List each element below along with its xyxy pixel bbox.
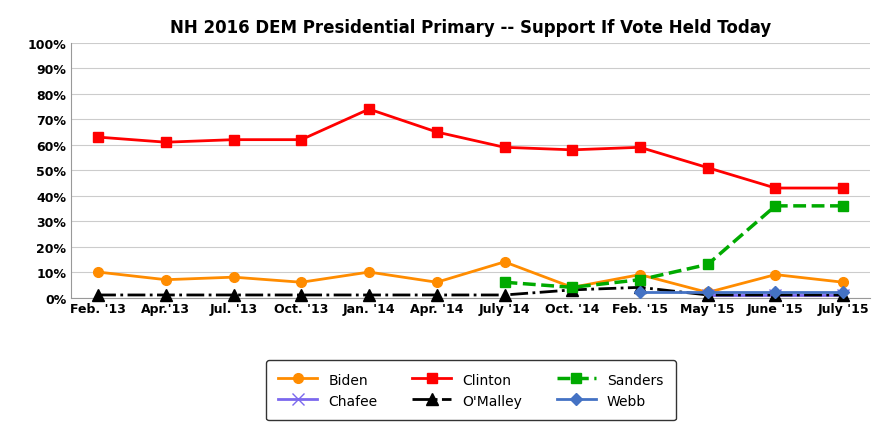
Webb bbox=[770, 290, 781, 295]
Biden bbox=[364, 270, 375, 275]
Biden bbox=[161, 277, 171, 283]
Sanders bbox=[837, 204, 848, 209]
Line: Chafee: Chafee bbox=[702, 290, 849, 301]
Clinton bbox=[499, 145, 510, 151]
Sanders bbox=[499, 280, 510, 285]
Clinton bbox=[364, 107, 375, 113]
Clinton bbox=[432, 130, 442, 135]
O'Malley bbox=[364, 293, 375, 298]
Line: Webb: Webb bbox=[636, 289, 847, 297]
O'Malley bbox=[228, 293, 239, 298]
Clinton bbox=[228, 138, 239, 143]
O'Malley bbox=[567, 288, 577, 293]
Biden bbox=[770, 272, 781, 278]
O'Malley bbox=[296, 293, 306, 298]
Line: Sanders: Sanders bbox=[500, 201, 848, 293]
Legend: Biden, Chafee, Clinton, O'Malley, Sanders, Webb: Biden, Chafee, Clinton, O'Malley, Sander… bbox=[266, 360, 676, 420]
Line: O'Malley: O'Malley bbox=[92, 282, 849, 301]
Clinton bbox=[702, 166, 713, 171]
Biden bbox=[499, 260, 510, 265]
Clinton bbox=[161, 140, 171, 145]
O'Malley bbox=[432, 293, 442, 298]
Line: Clinton: Clinton bbox=[93, 105, 848, 194]
Clinton bbox=[837, 186, 848, 191]
Chafee bbox=[770, 293, 781, 298]
Biden bbox=[296, 280, 306, 285]
Webb bbox=[837, 290, 848, 295]
Sanders bbox=[567, 285, 577, 290]
Webb bbox=[702, 290, 713, 295]
Clinton bbox=[93, 135, 104, 141]
Sanders bbox=[702, 262, 713, 268]
Biden bbox=[567, 285, 577, 290]
Clinton bbox=[567, 148, 577, 153]
Biden bbox=[635, 272, 646, 278]
Chafee bbox=[837, 293, 848, 298]
Clinton bbox=[635, 145, 646, 151]
O'Malley bbox=[93, 293, 104, 298]
Biden bbox=[702, 290, 713, 295]
Title: NH 2016 DEM Presidential Primary -- Support If Vote Held Today: NH 2016 DEM Presidential Primary -- Supp… bbox=[170, 19, 772, 37]
O'Malley bbox=[837, 293, 848, 298]
Sanders bbox=[635, 277, 646, 283]
Clinton bbox=[296, 138, 306, 143]
Line: Biden: Biden bbox=[93, 258, 848, 297]
Chafee bbox=[702, 293, 713, 298]
O'Malley bbox=[702, 293, 713, 298]
Biden bbox=[837, 280, 848, 285]
O'Malley bbox=[499, 293, 510, 298]
O'Malley bbox=[635, 285, 646, 290]
Biden bbox=[93, 270, 104, 275]
Biden bbox=[432, 280, 442, 285]
Webb bbox=[635, 290, 646, 295]
O'Malley bbox=[770, 293, 781, 298]
O'Malley bbox=[161, 293, 171, 298]
Sanders bbox=[770, 204, 781, 209]
Clinton bbox=[770, 186, 781, 191]
Biden bbox=[228, 275, 239, 280]
